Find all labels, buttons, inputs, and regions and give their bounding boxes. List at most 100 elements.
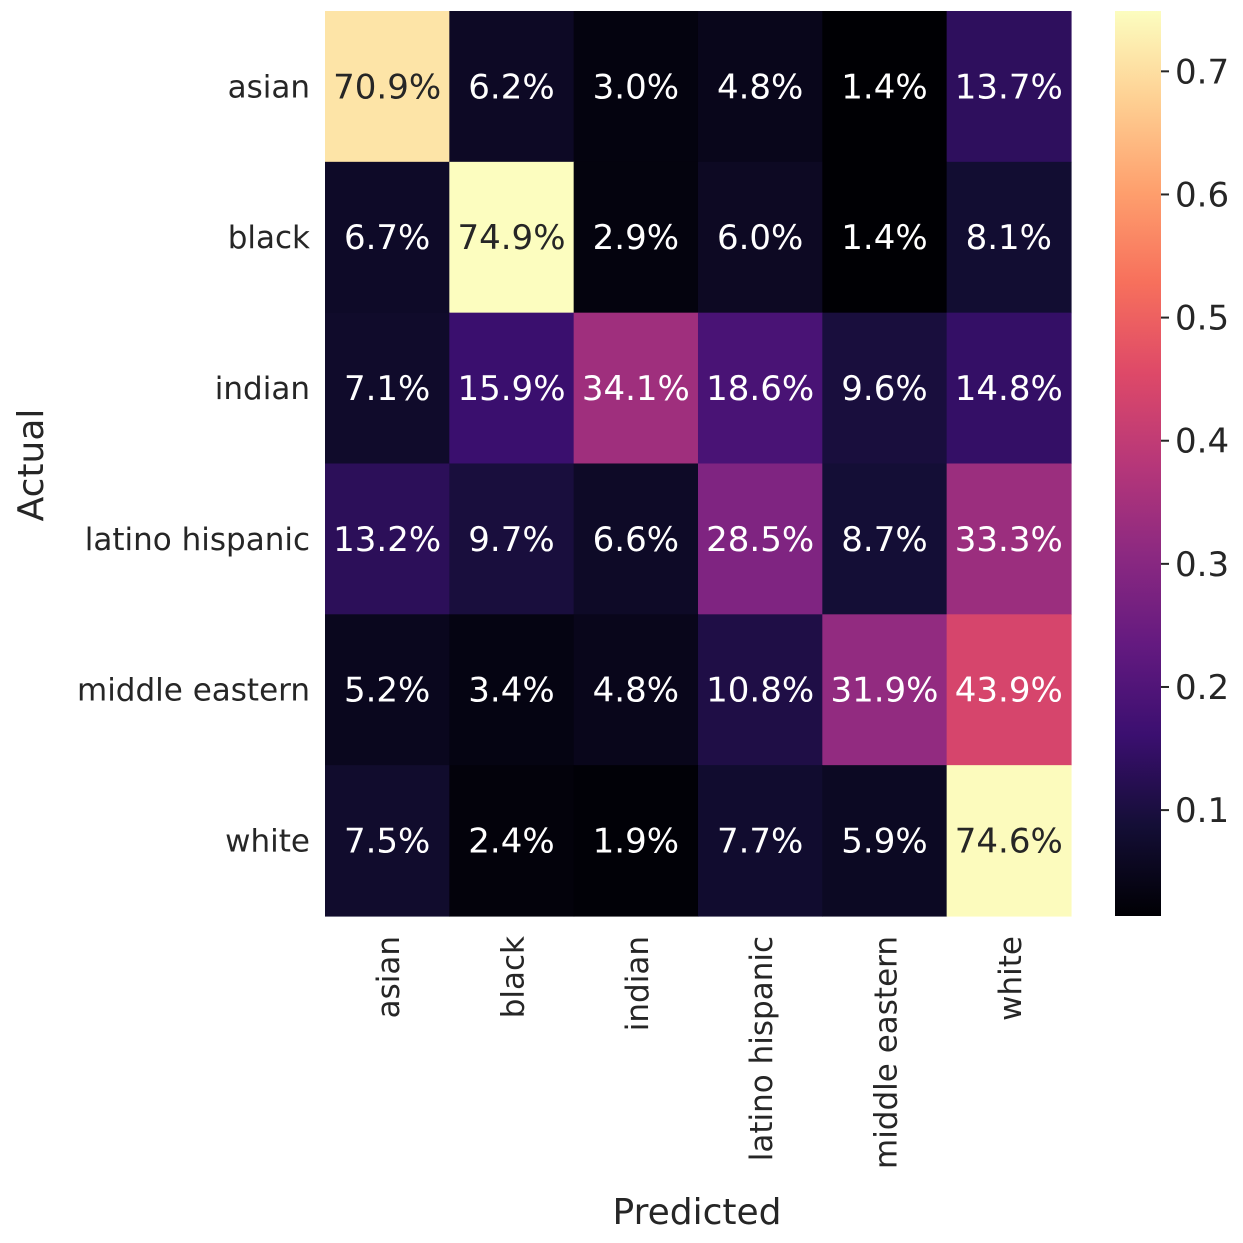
heatmap-cell <box>325 463 450 615</box>
heatmap-cell <box>946 312 1072 465</box>
heatmap-cell-label: 6.6% <box>593 520 679 560</box>
heatmap-cell-label: 1.4% <box>841 67 927 107</box>
y-tick-label: indian <box>215 371 310 407</box>
colorbar-tick-label: 0.4 <box>1175 422 1229 462</box>
heatmap-cell <box>822 463 948 615</box>
heatmap-cell <box>573 463 699 615</box>
heatmap-cell <box>822 312 948 465</box>
heatmap-cell <box>946 614 1072 766</box>
heatmap-cell-label: 7.7% <box>717 822 803 862</box>
heatmap-cell <box>822 765 948 917</box>
heatmap-cell-label: 6.2% <box>468 67 554 107</box>
y-tick-label: asian <box>228 69 310 105</box>
heatmap-cell-label: 2.4% <box>468 822 554 862</box>
heatmap-cell <box>325 614 450 766</box>
heatmap-cell-label: 9.7% <box>468 520 554 560</box>
y-tick-label: latino hispanic <box>85 522 310 558</box>
heatmap-cell <box>697 11 823 163</box>
heatmap-cell <box>449 765 575 917</box>
heatmap-cell-label: 70.9% <box>333 67 441 107</box>
colorbar: 0.1 0.2 0.3 0.4 0.5 0.6 0.7 <box>1115 11 1229 916</box>
heatmap-cell-label: 3.4% <box>468 671 554 711</box>
heatmap-cell <box>697 765 823 917</box>
heatmap-cell <box>697 312 823 465</box>
heatmap-cell <box>325 11 450 163</box>
heatmap-cell <box>325 161 450 314</box>
heatmap-cell-label: 4.8% <box>593 671 679 711</box>
heatmap-cell <box>946 463 1072 615</box>
heatmap-cell-labels: 70.9% 6.2% 3.0% 4.8% 1.4% 13.7% 6.7% 74.9% 2.9% 6… <box>333 67 1063 861</box>
heatmap-cell-label: 1.9% <box>593 822 679 862</box>
heatmap-cell-label: 43.9% <box>955 671 1063 711</box>
heatmap-cell <box>946 161 1072 314</box>
x-tick-label: white <box>993 936 1029 1021</box>
heatmap-cell-label: 31.9% <box>830 671 938 711</box>
colorbar-tick-label: 0.2 <box>1175 668 1229 708</box>
heatmap-cell <box>449 312 575 465</box>
heatmap-cell <box>449 463 575 615</box>
heatmap-cell-label: 74.6% <box>955 822 1063 862</box>
heatmap-cell <box>325 312 450 465</box>
heatmap-cell <box>822 161 948 314</box>
heatmap-cell <box>449 161 575 314</box>
heatmap-cell-label: 4.8% <box>717 67 803 107</box>
heatmap-cell-label: 15.9% <box>457 369 565 409</box>
y-axis-label: Actual <box>11 409 52 522</box>
heatmap-cell-label: 14.8% <box>955 369 1063 409</box>
heatmap-cell-label: 8.7% <box>841 520 927 560</box>
colorbar-gradient <box>1115 11 1161 916</box>
colorbar-tick-label: 0.6 <box>1175 175 1229 215</box>
heatmap-cell-label: 6.0% <box>717 218 803 258</box>
heatmap-cell-label: 7.1% <box>344 369 430 409</box>
x-axis-tick-labels: asian black indian latino hispanic middle ea… <box>371 936 1029 1169</box>
heatmap-cell-label: 13.7% <box>955 67 1063 107</box>
colorbar-tick-label: 0.3 <box>1175 545 1229 585</box>
y-tick-label: middle eastern <box>77 673 310 709</box>
heatmap-cell-label: 7.5% <box>344 822 430 862</box>
heatmap-cell-label: 74.9% <box>457 218 565 258</box>
heatmap-cell <box>573 312 699 465</box>
heatmap-cell-label: 10.8% <box>706 671 814 711</box>
heatmap-cell-label: 5.2% <box>344 671 430 711</box>
heatmap-cells <box>325 11 1072 917</box>
heatmap-cell <box>573 614 699 766</box>
heatmap-cell <box>822 11 948 163</box>
x-tick-label: indian <box>620 936 656 1031</box>
heatmap-cell <box>697 463 823 615</box>
heatmap-cell-label: 5.9% <box>841 822 927 862</box>
heatmap-cell <box>822 614 948 766</box>
heatmap-cell-label: 18.6% <box>706 369 814 409</box>
x-axis-label: Predicted <box>613 1192 782 1233</box>
heatmap-cell <box>449 614 575 766</box>
colorbar-ticks: 0.1 0.2 0.3 0.4 0.5 0.6 0.7 <box>1161 52 1229 831</box>
x-tick-label: latino hispanic <box>744 936 780 1161</box>
heatmap-cell-label: 34.1% <box>582 369 690 409</box>
heatmap-cell <box>697 161 823 314</box>
heatmap-cell-label: 1.4% <box>841 218 927 258</box>
heatmap-cell-label: 6.7% <box>344 218 430 258</box>
colorbar-tick-label: 0.1 <box>1175 791 1229 831</box>
heatmap-cell <box>697 614 823 766</box>
colorbar-tick-label: 0.7 <box>1175 52 1229 92</box>
heatmap-cell-label: 3.0% <box>593 67 679 107</box>
y-axis-tick-labels: asian black indian latino hispanic middle ea… <box>77 69 310 859</box>
heatmap-cell-label: 33.3% <box>955 520 1063 560</box>
heatmap-cell-label: 13.2% <box>333 520 441 560</box>
heatmap-cell <box>325 765 450 917</box>
colorbar-tick-label: 0.5 <box>1175 299 1229 339</box>
heatmap-cell <box>946 765 1072 917</box>
heatmap-cell-label: 28.5% <box>706 520 814 560</box>
y-tick-label: black <box>228 220 310 256</box>
heatmap-cell <box>449 11 575 163</box>
x-tick-label: black <box>495 936 531 1018</box>
heatmap-cell-label: 8.1% <box>966 218 1052 258</box>
x-tick-label: middle eastern <box>868 936 904 1169</box>
heatmap-cell <box>573 11 699 163</box>
y-tick-label: white <box>225 824 310 860</box>
heatmap-cell-label: 9.6% <box>841 369 927 409</box>
heatmap-cell-label: 2.9% <box>593 218 679 258</box>
heatmap-cell <box>946 11 1072 163</box>
heatmap-cell <box>573 161 699 314</box>
heatmap-cell <box>573 765 699 917</box>
